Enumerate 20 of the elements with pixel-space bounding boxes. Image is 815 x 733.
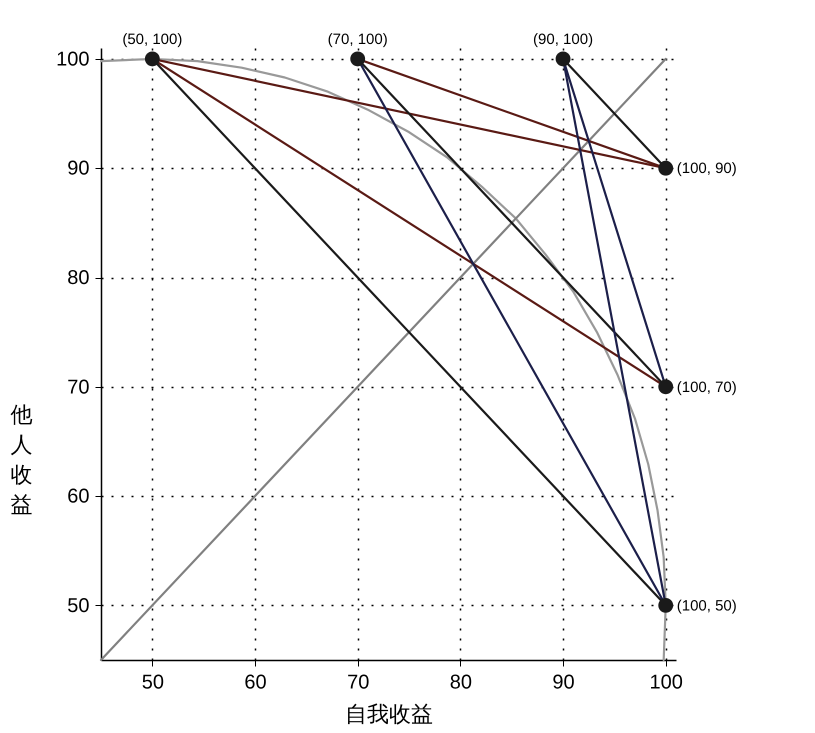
annotation: (100, 90) <box>676 160 737 178</box>
annotation: (70, 100) <box>328 30 388 48</box>
annotation: (100, 50) <box>676 597 737 614</box>
y-tick-label: 70 <box>67 376 90 398</box>
annotation: (90, 100) <box>533 30 594 48</box>
annotation: (100, 70) <box>676 378 737 396</box>
x-tick-label: 80 <box>450 672 472 694</box>
x-tick-label: 100 <box>650 672 683 694</box>
y-tick-label: 80 <box>67 267 90 289</box>
x-axis-title: 自我收益 <box>345 702 433 728</box>
y-tick-label: 60 <box>67 486 90 508</box>
y-axis-title: 他人收益 <box>10 403 32 518</box>
x-tick-label: 50 <box>142 672 164 694</box>
y-tick-label: 90 <box>67 158 90 180</box>
x-tick-label: 90 <box>552 672 575 694</box>
y-tick-label: 50 <box>67 594 90 617</box>
y-tick-label: 100 <box>56 48 90 70</box>
annotation: (50, 100) <box>122 30 182 48</box>
x-tick-label: 70 <box>347 672 370 694</box>
x-tick-label: 60 <box>244 672 267 694</box>
